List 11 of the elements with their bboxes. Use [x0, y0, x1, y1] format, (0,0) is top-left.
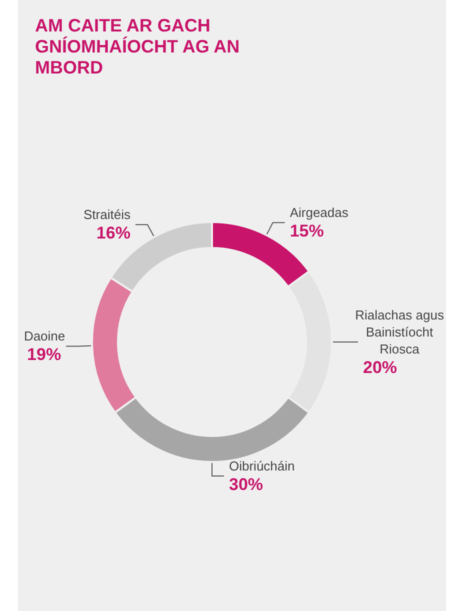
- data-label: 15%: [290, 222, 324, 241]
- slice-label: Rialachas agus Bainistíocht Riosca: [355, 308, 444, 356]
- data-label: 20%: [363, 358, 398, 377]
- slice-label: Daoine: [24, 328, 66, 344]
- chart-title: AM CAITE AR GACH GNÍOMHAÍOCHT AG AN MBORD: [35, 16, 245, 78]
- data-label: 30%: [229, 475, 264, 494]
- data-label: 19%: [27, 345, 62, 364]
- slice-label: Airgeadas: [290, 205, 349, 220]
- data-label: 16%: [96, 224, 130, 243]
- slice-label: Straitéis: [83, 207, 131, 222]
- slice-label: Oibriúcháin: [228, 458, 295, 474]
